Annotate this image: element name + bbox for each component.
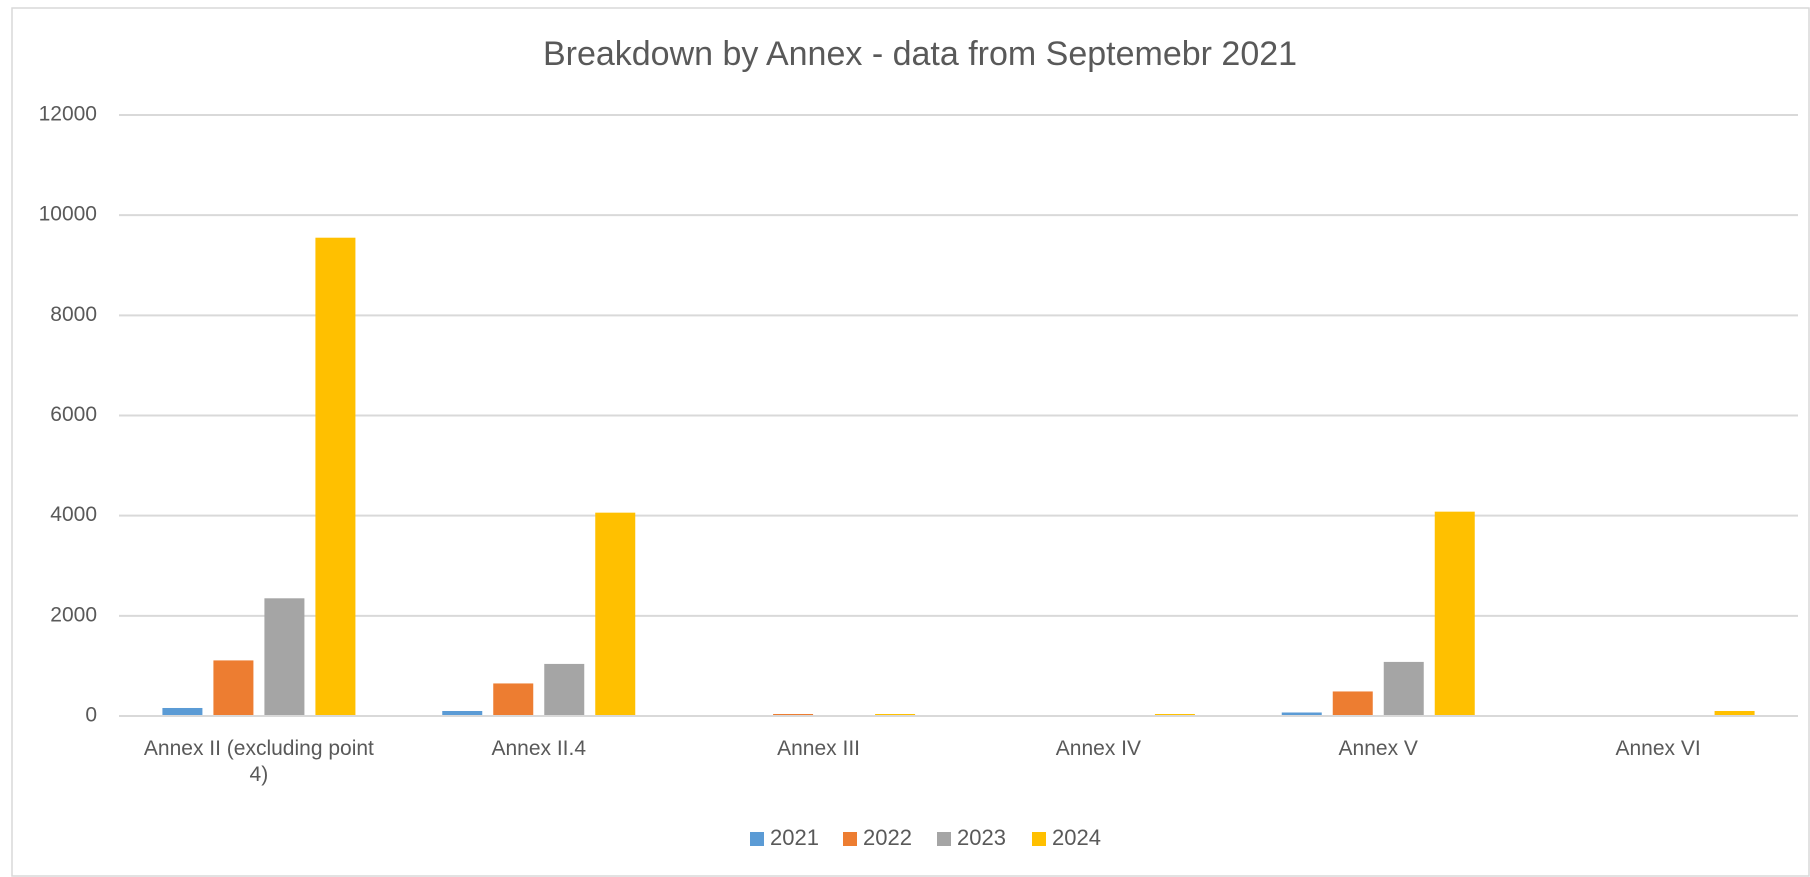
x-tick-label: Annex V bbox=[1338, 737, 1418, 760]
legend-label: 2024 bbox=[1052, 825, 1101, 850]
legend-label: 2022 bbox=[863, 825, 912, 850]
legend-label: 2021 bbox=[770, 825, 819, 850]
bar bbox=[544, 663, 585, 716]
bar bbox=[442, 710, 483, 716]
bar bbox=[315, 237, 356, 716]
x-tick-label: Annex II.4 bbox=[491, 737, 587, 760]
legend-label: 2023 bbox=[957, 825, 1006, 850]
bar bbox=[1434, 511, 1475, 716]
y-tick-label: 10000 bbox=[39, 203, 97, 226]
legend-swatch bbox=[843, 832, 857, 846]
x-tick-label: Annex III bbox=[777, 737, 861, 760]
y-tick-label: 0 bbox=[85, 704, 97, 727]
legend-swatch bbox=[750, 832, 764, 846]
y-tick-label: 12000 bbox=[39, 103, 97, 126]
bar bbox=[493, 683, 534, 716]
bar bbox=[264, 598, 305, 716]
x-tick-label: Annex IV bbox=[1055, 737, 1142, 760]
x-tick-label: Annex VI bbox=[1615, 737, 1701, 760]
bar bbox=[1383, 661, 1424, 716]
y-tick-label: 8000 bbox=[50, 303, 97, 326]
chart-title: Breakdown by Annex - data from Septemebr… bbox=[543, 35, 1297, 73]
bar bbox=[213, 660, 254, 716]
bar bbox=[162, 707, 203, 716]
bar bbox=[875, 713, 916, 716]
legend-swatch bbox=[937, 832, 951, 846]
bar bbox=[1332, 691, 1373, 716]
bar bbox=[1154, 713, 1195, 716]
bar bbox=[1281, 712, 1322, 716]
legend-swatch bbox=[1032, 832, 1046, 846]
y-tick-label: 4000 bbox=[50, 503, 97, 526]
x-tick-label: Annex II (excluding point 4) bbox=[143, 737, 374, 786]
y-tick-label: 2000 bbox=[50, 603, 97, 626]
y-tick-label: 6000 bbox=[50, 403, 97, 426]
bar bbox=[773, 713, 814, 716]
chart-frame bbox=[11, 7, 1810, 877]
bar bbox=[1714, 710, 1755, 716]
bar bbox=[595, 512, 636, 716]
